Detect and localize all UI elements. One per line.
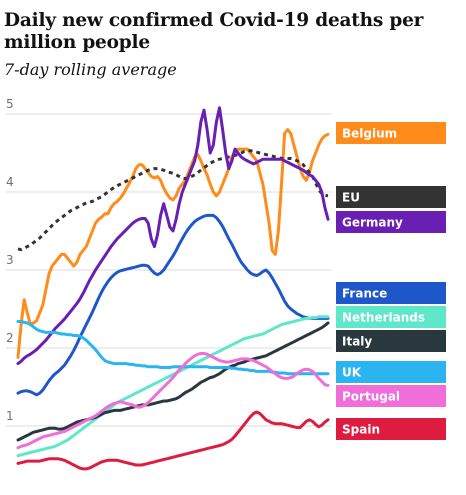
- y-tick-label: 4: [6, 175, 14, 189]
- series-labels: Belgium EU Germany France Netherlands Italy UK…: [336, 122, 446, 440]
- series-lines: [16, 106, 330, 471]
- series-label-text: Italy: [342, 335, 372, 349]
- series-label-netherlands: Netherlands: [336, 306, 446, 328]
- series-line-belgium: [16, 128, 330, 359]
- series-label-italy: Italy: [336, 330, 446, 352]
- series-label-text: Spain: [342, 423, 380, 437]
- series-line-portugal: [16, 352, 330, 450]
- series-label-belgium: Belgium: [336, 122, 446, 144]
- series-label-swatch: [336, 306, 446, 328]
- series-label-france: France: [336, 282, 446, 304]
- series-label-swatch: [336, 282, 446, 304]
- series-label-swatch: [336, 330, 446, 352]
- series-line-france: [16, 213, 330, 397]
- series-label-swatch: [336, 385, 446, 407]
- chart-title: Daily new confirmed Covid-19 deaths per …: [4, 10, 424, 53]
- y-tick-label: 1: [6, 409, 14, 423]
- y-tick-label: 2: [6, 331, 14, 345]
- series-label-portugal: Portugal: [336, 385, 446, 407]
- series-label-text: France: [342, 287, 387, 301]
- series-line-eu: [17, 149, 329, 252]
- series-label-germany: Germany: [336, 211, 446, 233]
- series-label-swatch: [336, 211, 446, 233]
- series-label-text: Belgium: [342, 127, 397, 141]
- chart-subtitle: 7-day rolling average: [4, 60, 177, 79]
- series-label-text: Portugal: [342, 390, 400, 404]
- series-label-uk: UK: [336, 361, 446, 383]
- series-line-spain: [16, 410, 330, 471]
- series-line-italy: [16, 321, 330, 442]
- series-label-eu: EU: [336, 186, 446, 208]
- y-tick-labels: 1 2 3 4 5: [6, 97, 14, 423]
- series-line-netherlands: [16, 315, 330, 458]
- series-label-swatch: [336, 186, 446, 208]
- series-line-germany: [16, 106, 330, 366]
- gridlines: [6, 113, 332, 427]
- series-label-text: Germany: [342, 216, 403, 230]
- series-label-text: Netherlands: [342, 311, 425, 325]
- series-label-swatch: [336, 361, 446, 383]
- series-label-text: UK: [342, 366, 362, 380]
- series-line-uk: [16, 320, 330, 376]
- y-tick-label: 5: [6, 97, 14, 111]
- series-label-spain: Spain: [336, 418, 446, 440]
- series-label-swatch: [336, 122, 446, 144]
- y-tick-label: 3: [6, 253, 14, 267]
- series-label-swatch: [336, 418, 446, 440]
- series-label-text: EU: [342, 191, 360, 205]
